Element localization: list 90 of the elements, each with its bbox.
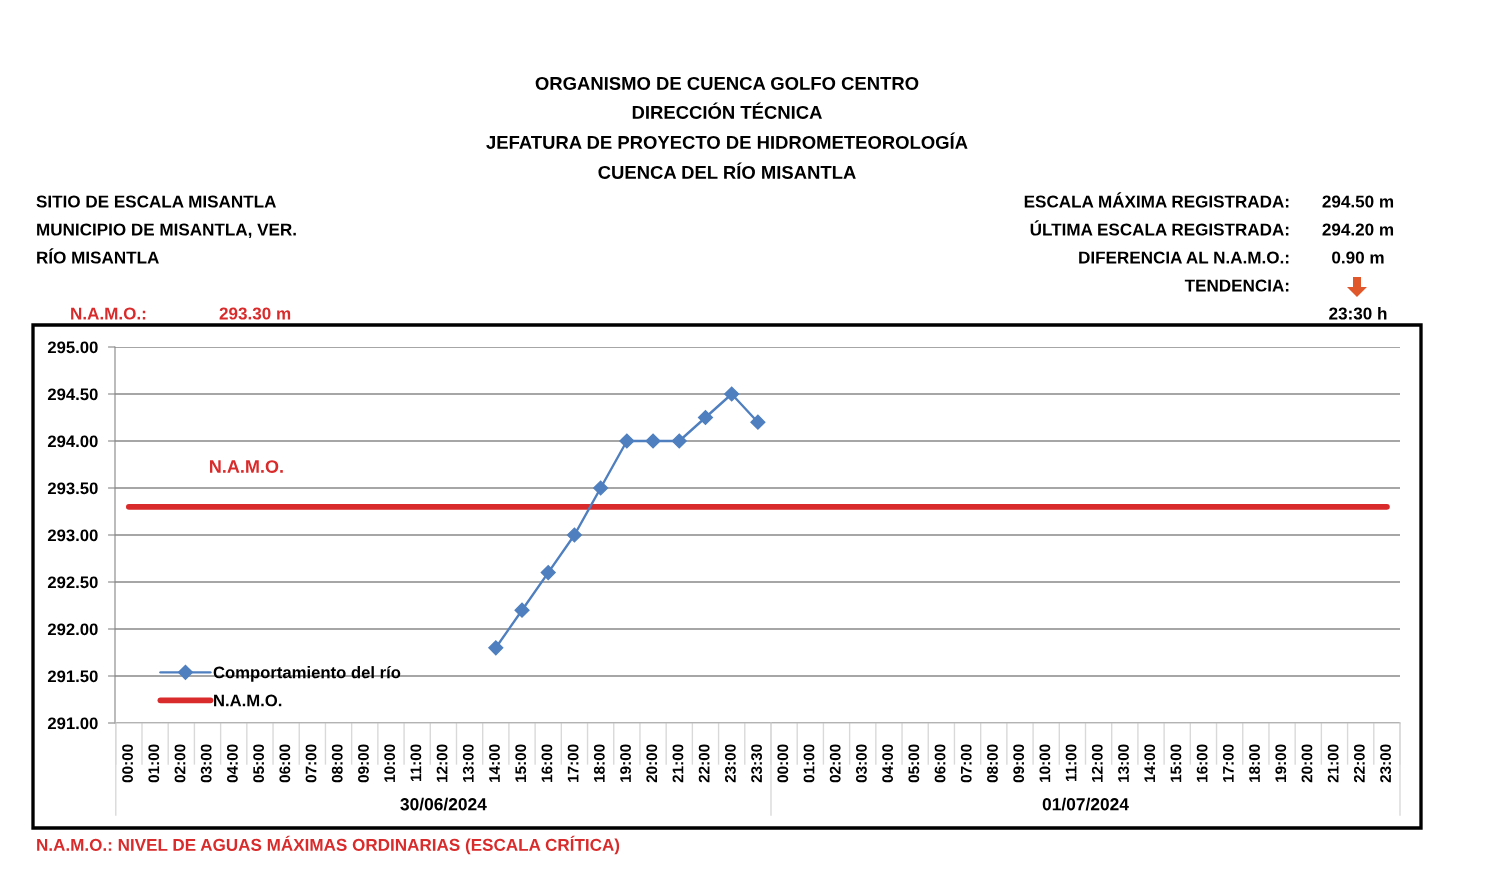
text: SITIO DE ESCALA MISANTLA <box>36 195 276 208</box>
y-tick-label: 291.50 <box>47 670 98 683</box>
x-tick-label: 21:00 <box>672 744 684 783</box>
x-tick-label: 06:00 <box>934 744 946 783</box>
point <box>750 414 766 430</box>
x-tick-label: 07:00 <box>305 744 317 783</box>
x-tick-label: 11:00 <box>1065 744 1077 782</box>
y-tick-label: 295.00 <box>47 341 98 354</box>
x-tick-label: 00:00 <box>777 744 789 783</box>
point <box>671 433 687 449</box>
x-tick-label: 08:00 <box>987 744 998 783</box>
x-tick-label: 20:00 <box>646 744 658 783</box>
legend-label: N.A.M.O. <box>214 694 282 707</box>
x-tick-label: 16:00 <box>1196 744 1208 782</box>
x-tick-label: 07:00 <box>960 744 972 783</box>
point <box>619 433 635 449</box>
x-tick-label: 01:00 <box>803 744 815 783</box>
x-tick-label: 04:00 <box>227 744 238 783</box>
legend-label: Comportamiento del río <box>213 665 401 682</box>
x-tick-label: 14:00 <box>489 744 500 782</box>
x-tick-label: 11:00 <box>410 744 422 782</box>
x-tick-label: 19:00 <box>620 744 631 782</box>
y-tick-label: 293.50 <box>47 482 98 495</box>
x-tick-label: 02:00 <box>829 744 841 783</box>
x-tick-label: 23:30 <box>751 744 763 783</box>
y-tick-label: 294.50 <box>47 388 98 401</box>
text: 23:30 h <box>1329 307 1387 320</box>
x-tick-label: 09:00 <box>1013 744 1025 783</box>
x-tick-label: 15:00 <box>1170 744 1182 782</box>
x-tick-label: 12:00 <box>436 744 448 782</box>
x-tick-label: 23:00 <box>724 744 736 783</box>
text: ESCALA MÁXIMA REGISTRADA: <box>1024 192 1289 208</box>
x-tick-label: 05:00 <box>908 744 920 783</box>
x-tick-label: 01:00 <box>148 744 160 783</box>
x-tick-label: 16:00 <box>541 744 553 782</box>
point <box>488 640 504 656</box>
x-tick-label: 10:00 <box>384 744 396 782</box>
x-tick-label: 05:00 <box>253 744 265 783</box>
text: 30/06/2024 <box>400 797 487 811</box>
chart-title: ORGANISMO DE CUENCA GOLFO CENTRO <box>535 76 919 90</box>
x-tick-label: 18:00 <box>593 744 605 782</box>
x-tick-label: 17:00 <box>567 744 579 782</box>
text: RÍO MISANTLA <box>37 248 159 264</box>
text: TENDENCIA: <box>1184 279 1289 292</box>
x-tick-label: 14:00 <box>1144 744 1156 782</box>
x-tick-label: 23:00 <box>1380 744 1392 783</box>
x-tick-label: 21:00 <box>1327 744 1339 783</box>
y-tick-label: 293.00 <box>47 529 98 542</box>
x-tick-label: 12:00 <box>1091 744 1103 782</box>
text: 01/07/2024 <box>1042 797 1129 811</box>
x-tick-label: 20:00 <box>1301 744 1313 783</box>
text: 0.90 m <box>1332 251 1384 264</box>
x-tick-label: 06:00 <box>279 744 291 783</box>
y-tick-label: 292.00 <box>47 623 98 636</box>
text: ÚLTIMA ESCALA REGISTRADA: <box>1030 220 1289 236</box>
x-tick-label: 22:00 <box>1353 744 1365 783</box>
x-tick-label: 09:00 <box>358 744 369 783</box>
point <box>697 409 714 426</box>
point <box>514 602 530 618</box>
x-tick-label: 13:00 <box>462 744 474 782</box>
text: 294.50 m <box>1322 195 1394 208</box>
x-tick-label: 00:00 <box>122 744 133 783</box>
point <box>593 480 609 496</box>
x-tick-label: 03:00 <box>856 744 867 783</box>
x-tick-label: 04:00 <box>882 744 894 783</box>
x-tick-label: 13:00 <box>1118 744 1129 782</box>
text: MUNICIPIO DE MISANTLA, VER. <box>37 223 296 239</box>
text: 293.30 m <box>219 307 291 320</box>
x-tick-label: 03:00 <box>200 744 212 783</box>
x-tick-label: 15:00 <box>515 744 527 782</box>
x-tick-label: 19:00 <box>1275 744 1287 782</box>
x-tick-label: 08:00 <box>331 744 343 783</box>
point <box>566 527 583 543</box>
point <box>645 433 661 449</box>
x-tick-label: 02:00 <box>174 744 186 783</box>
text: 294.20 m <box>1322 223 1394 236</box>
annotation: N.A.M.O. <box>210 460 283 473</box>
y-tick-label: 291.00 <box>47 717 98 730</box>
x-tick-label: 17:00 <box>1222 744 1234 782</box>
point <box>724 386 740 402</box>
text: N.A.M.O.: NIVEL DE AGUAS MÁXIMAS ORDINARIAS (ESCALA CRÍTICA) <box>37 835 620 855</box>
text: DIFERENCIA AL N.A.M.O.: <box>1079 251 1289 264</box>
text: N.A.M.O.: <box>71 307 146 320</box>
x-tick-label: 10:00 <box>1039 744 1051 782</box>
x-tick-label: 22:00 <box>698 744 710 783</box>
chart-subtitle: DIRECCIÓN TÉCNICA JEFATURA DE PROYECTO DE HIDROMETEOROLOGÍA CUENCA DEL RÍO MISANTLA <box>486 102 968 179</box>
y-tick-label: 294.00 <box>47 435 98 448</box>
point <box>540 565 556 581</box>
y-tick-label: 292.50 <box>47 576 98 589</box>
x-tick-label: 18:00 <box>1249 744 1260 782</box>
